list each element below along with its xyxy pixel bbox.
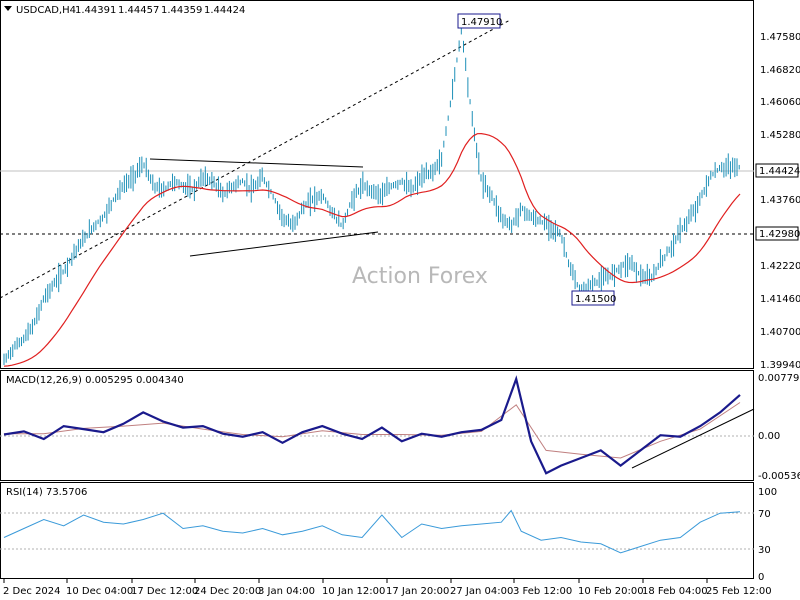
low-label-box <box>571 290 615 306</box>
price-tick: 1.43760 <box>760 195 800 206</box>
macd-tick: 0.00 <box>758 431 780 442</box>
macd-line <box>3 375 741 475</box>
price-bars <box>3 28 740 365</box>
price-tick: 1.42220 <box>760 261 800 272</box>
macd-tick: -0.005367 <box>758 471 800 482</box>
rsi-title: RSI(14) 73.5706 <box>6 487 87 498</box>
price-axis: 1.47580 1.46820 1.46060 1.45280 1.43760 … <box>760 32 800 371</box>
time-tick: 25 Feb 12:00 <box>706 586 772 597</box>
price-tick: 1.46820 <box>760 65 800 76</box>
ohlc-close: 1.44424 <box>204 5 245 16</box>
support-level-box <box>755 226 799 241</box>
price-tick: 1.45280 <box>760 130 800 141</box>
rsi-tick: 30 <box>758 545 771 556</box>
time-tick: 17 Jan 20:00 <box>386 586 449 597</box>
macd-title: MACD(12,26,9) 0.005295 0.004340 <box>6 375 184 386</box>
macd-signal-line <box>4 402 741 459</box>
rsi-tick: 100 <box>758 487 777 498</box>
time-tick: 10 Feb 20:00 <box>578 586 644 597</box>
triangle-upper-line[interactable] <box>149 158 364 168</box>
collapse-triangle-icon[interactable] <box>4 6 12 11</box>
low-label: 1.41500 <box>575 294 616 305</box>
time-tick: 27 Jan 04:00 <box>450 586 513 597</box>
current-price-label: 1.44424 <box>759 166 800 177</box>
triangle-lower-line[interactable] <box>189 231 379 257</box>
time-tick: 2 Dec 2024 <box>3 586 61 597</box>
ohlc-high: 1.44457 <box>118 5 159 16</box>
rising-trendline-dashed[interactable] <box>0 19 511 299</box>
symbol-label: USDCAD,H4 <box>16 5 76 16</box>
time-tick: 10 Dec 04:00 <box>66 586 133 597</box>
ohlc-low: 1.44359 <box>161 5 202 16</box>
time-tick: 3 Jan 04:00 <box>258 586 315 597</box>
high-label-box <box>457 13 501 29</box>
current-price-box <box>755 163 799 178</box>
time-tick: 17 Dec 12:00 <box>131 586 198 597</box>
price-tick: 1.47580 <box>760 32 800 43</box>
high-label: 1.47910 <box>461 17 502 28</box>
macd-trendline[interactable] <box>631 408 755 469</box>
rsi-line <box>3 509 741 554</box>
time-tick: 18 Feb 04:00 <box>642 586 708 597</box>
rsi-panel-frame <box>0 482 754 579</box>
moving-average-line <box>3 132 741 367</box>
time-tick: 24 Dec 20:00 <box>194 586 261 597</box>
support-level-label: 1.42980 <box>759 229 800 240</box>
watermark-logo: Action Forex <box>352 264 488 289</box>
price-tick: 1.39940 <box>760 360 800 371</box>
price-panel-frame <box>0 0 754 369</box>
macd-tick: 0.007791 <box>758 373 800 384</box>
price-tick: 1.40700 <box>760 327 800 338</box>
time-tick: 3 Feb 12:00 <box>513 586 572 597</box>
time-tick: 10 Jan 12:00 <box>322 586 385 597</box>
ohlc-open: 1.44391 <box>75 5 116 16</box>
price-tick: 1.46060 <box>760 97 800 108</box>
price-tick: 1.41460 <box>760 294 800 305</box>
macd-panel-frame <box>0 370 754 481</box>
rsi-tick: 0 <box>758 572 764 583</box>
rsi-tick: 70 <box>758 509 771 520</box>
